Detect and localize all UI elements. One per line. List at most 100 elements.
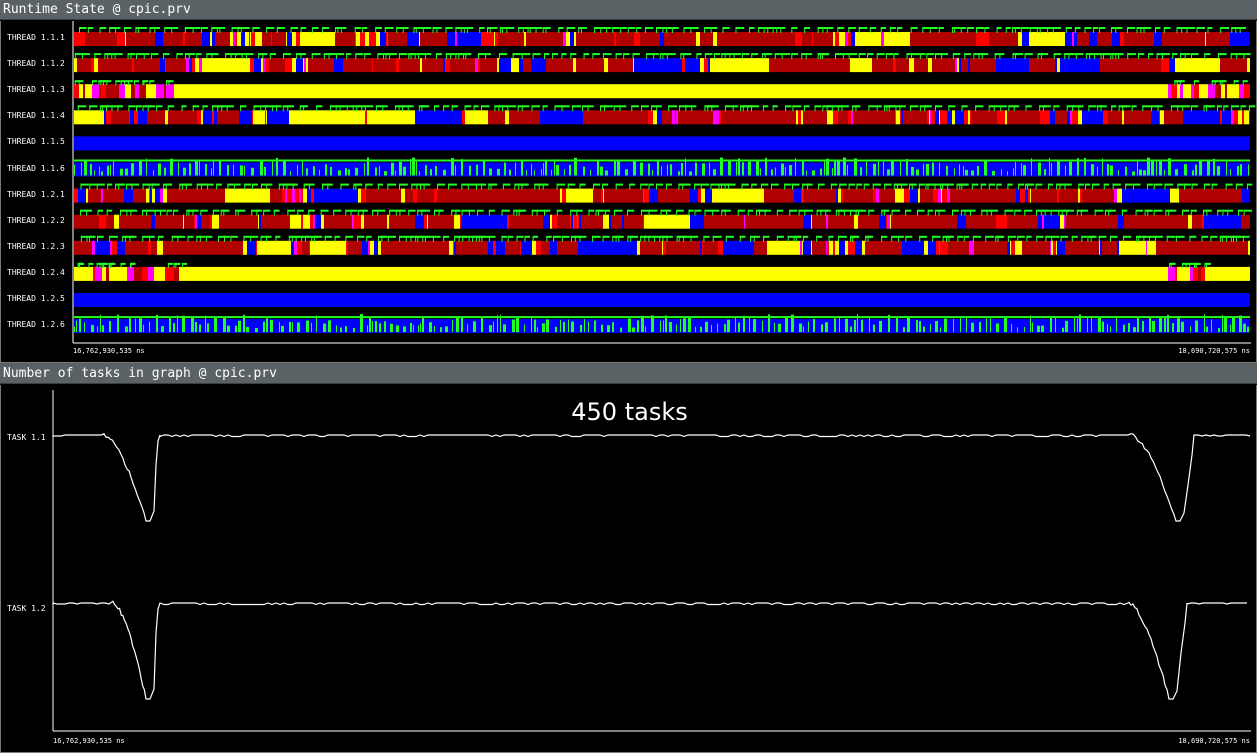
event-mark [1193,262,1195,268]
event-mark [438,209,440,216]
event-mark [364,163,365,176]
event-mark [493,321,494,333]
state-segment [270,188,282,203]
event-mark [302,161,303,176]
event-mark [1151,105,1159,108]
tasks-canvas[interactable] [1,385,1256,752]
event-mark [382,105,388,108]
event-mark [436,27,438,33]
thread-row[interactable] [74,209,1253,229]
event-mark [255,328,258,333]
tasks-window[interactable]: Number of tasks in graph @ cpic.prv 450 … [0,364,1257,753]
event-mark [185,183,187,190]
runtime-state-title[interactable]: Runtime State @ cpic.prv [0,0,1257,20]
thread-row[interactable] [74,157,1250,177]
event-mark [416,159,417,176]
thread-row[interactable] [74,314,1250,334]
event-mark [791,27,793,33]
event-mark [1047,183,1049,190]
state-segment [419,32,420,46]
runtime-state-canvas[interactable] [1,21,1256,362]
thread-label: THREAD 1.2.2 [7,215,65,225]
state-segment [1117,240,1119,255]
event-mark [553,235,555,242]
event-mark [867,235,869,242]
state-segment [74,58,77,73]
state-segment [1078,110,1082,125]
event-mark [1220,27,1230,29]
state-segment [1025,188,1028,203]
event-mark [572,105,581,108]
state-segment [800,240,802,255]
event-mark [727,183,729,190]
event-mark [490,183,496,186]
thread-row[interactable] [74,105,1256,125]
event-mark [424,235,434,238]
event-mark [735,27,737,33]
event-mark [357,209,365,212]
state-segment [637,240,640,255]
event-mark [542,183,544,190]
event-mark [142,105,152,108]
state-segment [250,32,251,46]
event-mark [1155,27,1161,29]
state-segment [99,84,101,99]
state-segment [1100,58,1107,73]
runtime-state-timeline[interactable]: THREAD 1.1.1 THREAD 1.1.2 THREAD 1.1.3 THRE… [0,21,1257,363]
event-mark [147,105,149,112]
event-mark [763,27,771,29]
state-segment [804,188,836,203]
event-mark [423,183,431,186]
thread-row[interactable] [74,136,1250,151]
event-mark [434,209,436,216]
event-mark [1236,235,1244,238]
event-mark [594,27,596,33]
event-mark [225,53,232,56]
event-mark [291,235,293,242]
event-mark [922,27,924,33]
state-segment [1247,58,1250,73]
tasks-title[interactable]: Number of tasks in graph @ cpic.prv [0,364,1257,384]
event-mark [843,209,845,216]
event-mark [660,320,661,333]
thread-row[interactable] [74,183,1253,203]
thread-row[interactable] [74,27,1250,46]
thread-row[interactable] [74,235,1250,255]
state-segment [704,58,708,73]
event-mark [952,209,954,216]
event-mark [1195,262,1197,268]
event-mark [405,235,413,238]
thread-row[interactable] [74,80,1250,99]
state-segment [301,188,303,203]
state-segment [160,58,165,73]
event-mark [736,161,737,176]
event-mark [182,315,185,333]
event-mark [117,314,119,333]
state-segment [850,58,851,73]
state-segment [1077,32,1089,46]
state-segment [290,214,294,229]
event-mark [926,53,935,56]
event-mark [481,105,490,108]
event-mark [445,27,453,29]
event-mark [1216,105,1223,108]
runtime-state-window[interactable]: Runtime State @ cpic.prv THREAD 1.1.1 THR… [0,0,1257,363]
state-segment [161,240,163,255]
event-mark [241,53,243,60]
state-segment [839,32,841,46]
event-mark [1211,183,1218,186]
thread-row[interactable] [74,53,1251,73]
event-mark [171,235,173,242]
thread-row[interactable] [74,293,1250,307]
event-mark [398,183,408,186]
event-mark [785,105,792,108]
event-mark [1098,27,1100,33]
state-segment [1175,266,1177,281]
thread-row[interactable] [74,262,1250,281]
event-mark [240,27,242,33]
event-mark [789,165,792,176]
event-mark [328,53,330,60]
state-segment [165,110,168,125]
event-mark [787,235,796,238]
tasks-timeline[interactable]: 450 tasks TASK 1.1 TASK 1.2 16,762,930,5… [0,385,1257,753]
